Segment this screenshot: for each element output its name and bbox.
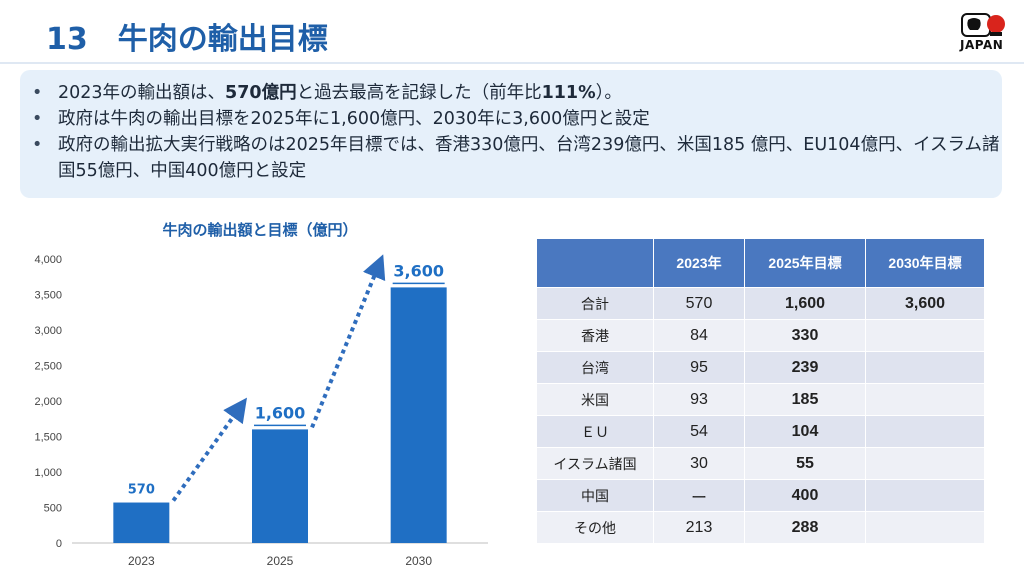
slide-number: 13 [46,22,88,57]
target-2025-cell: 239 [744,351,866,384]
row-name-cell: 合計 [536,287,654,320]
y-tick-label: 0 [56,538,62,550]
bullet-text: ）。 [595,83,622,103]
target-2025-cell: 288 [744,511,866,544]
table-header-cell: 2023年 [653,238,745,288]
value-2023-cell: 93 [653,383,745,416]
target-2030-cell [865,351,985,384]
bar-data-label: 570 [128,483,155,498]
page-title: 13 牛肉の輸出目標 [46,14,328,58]
row-name-cell: ＥＵ [536,415,654,448]
bullet-emphasis: 111% [541,83,596,103]
target-2030-cell [865,511,985,544]
y-tick-label: 500 [44,503,62,515]
value-2023-cell: 30 [653,447,745,480]
title-divider [0,62,1024,64]
bullet-text: 2023年の輸出額は、 [58,83,226,103]
table-header-row: 2023年 2025年目標 2030年目標 [536,238,985,288]
target-2025-cell: 55 [744,447,866,480]
bullet-emphasis: 570億円 [225,83,297,103]
slide-title: 牛肉の輸出目標 [117,22,328,57]
y-tick-label: 3,500 [34,290,62,302]
export-target-table: 2023年 2025年目標 2030年目標 合計 570 1,600 3,600 香港 8… [536,238,985,544]
row-name-cell: イスラム諸国 [536,447,654,480]
value-2023-cell: ー [653,479,745,512]
table-row: 中国ー 400 [536,479,985,512]
cow-icon [961,13,1005,37]
target-2025-cell: 185 [744,383,866,416]
bullet-text: と過去最高を記録した（前年比 [296,83,542,103]
bar [113,502,170,543]
target-2030-cell [865,447,985,480]
row-name-cell: 中国 [536,479,654,512]
table-row: ＥＵ 54 104 [536,415,985,448]
table-row: その他 213 288 [536,511,985,544]
trend-arrow [171,397,247,502]
target-2030-cell: 3,600 [865,287,985,320]
target-2025-cell: 400 [744,479,866,512]
table-row: 香港 84 330 [536,319,985,352]
y-tick-label: 1,000 [34,467,62,479]
value-2023-cell: 84 [653,319,745,352]
y-tick-label: 4,000 [34,254,62,266]
target-2030-cell [865,319,985,352]
row-name-cell: 米国 [536,383,654,416]
logo-text: JAPAN [960,38,1004,52]
y-tick-label: 2,000 [34,396,62,408]
bullet-list: 2023年の輸出額は、570億円と過去最高を記録した（前年比111%）。 政府は… [20,70,1002,184]
target-2025-cell: 1,600 [744,287,866,320]
target-2030-cell [865,383,985,416]
bullet-text: 政府は牛肉の輸出目標を2025年に1,600億円、2030年に3,600億円と設… [58,109,650,129]
x-tick-label: 2030 [405,554,432,568]
value-2023-cell: 54 [653,415,745,448]
row-name-cell: その他 [536,511,654,544]
y-tick-label: 1,500 [34,432,62,444]
export-bar-chart: 0 500 1,000 1,500 2,000 2,500 3,000 3,500 4,000 5… [34,254,488,568]
table-row: 米国 93 185 [536,383,985,416]
chart-title: 牛肉の輸出額と目標（億円） [162,221,358,239]
y-tick-label: 3,000 [34,325,62,337]
row-name-cell: 台湾 [536,351,654,384]
summary-panel: 2023年の輸出額は、570億円と過去最高を記録した（前年比111%）。 政府は… [20,70,1002,198]
bar [252,429,308,543]
value-2023-cell: 570 [653,287,745,320]
bullet-item: 2023年の輸出額は、570億円と過去最高を記録した（前年比111%）。 [32,80,1002,106]
bar-data-label: 3,600 [393,261,444,280]
bullet-item: 政府の輸出拡大実行戦略のは2025年目標では、香港330億円、台湾239億円、米… [32,132,1002,184]
target-2025-cell: 104 [744,415,866,448]
table-row: 台湾 95 239 [536,351,985,384]
table-header-cell: 2030年目標 [865,238,985,288]
bar [390,287,447,543]
row-name-cell: 香港 [536,319,654,352]
x-tick-label: 2023 [128,554,155,568]
value-2023-cell: 95 [653,351,745,384]
trend-arrow [310,254,386,429]
bullet-item: 政府は牛肉の輸出目標を2025年に1,600億円、2030年に3,600億円と設… [32,106,1002,132]
y-tick-label: 2,500 [34,361,62,373]
x-tick-label: 2025 [267,554,294,568]
target-2025-cell: 330 [744,319,866,352]
target-2030-cell [865,415,985,448]
beef-japan-logo: JAPAN [958,12,1008,54]
bar-data-label: 1,600 [255,403,306,422]
table-header-cell: 2025年目標 [744,238,866,288]
target-2030-cell [865,479,985,512]
table-row: イスラム諸国 30 55 [536,447,985,480]
bullet-text: 政府の輸出拡大実行戦略のは2025年目標では、香港330億円、台湾239億円、米… [58,135,1000,181]
table-row: 合計 570 1,600 3,600 [536,287,985,320]
table-header-cell [536,238,654,288]
value-2023-cell: 213 [653,511,745,544]
